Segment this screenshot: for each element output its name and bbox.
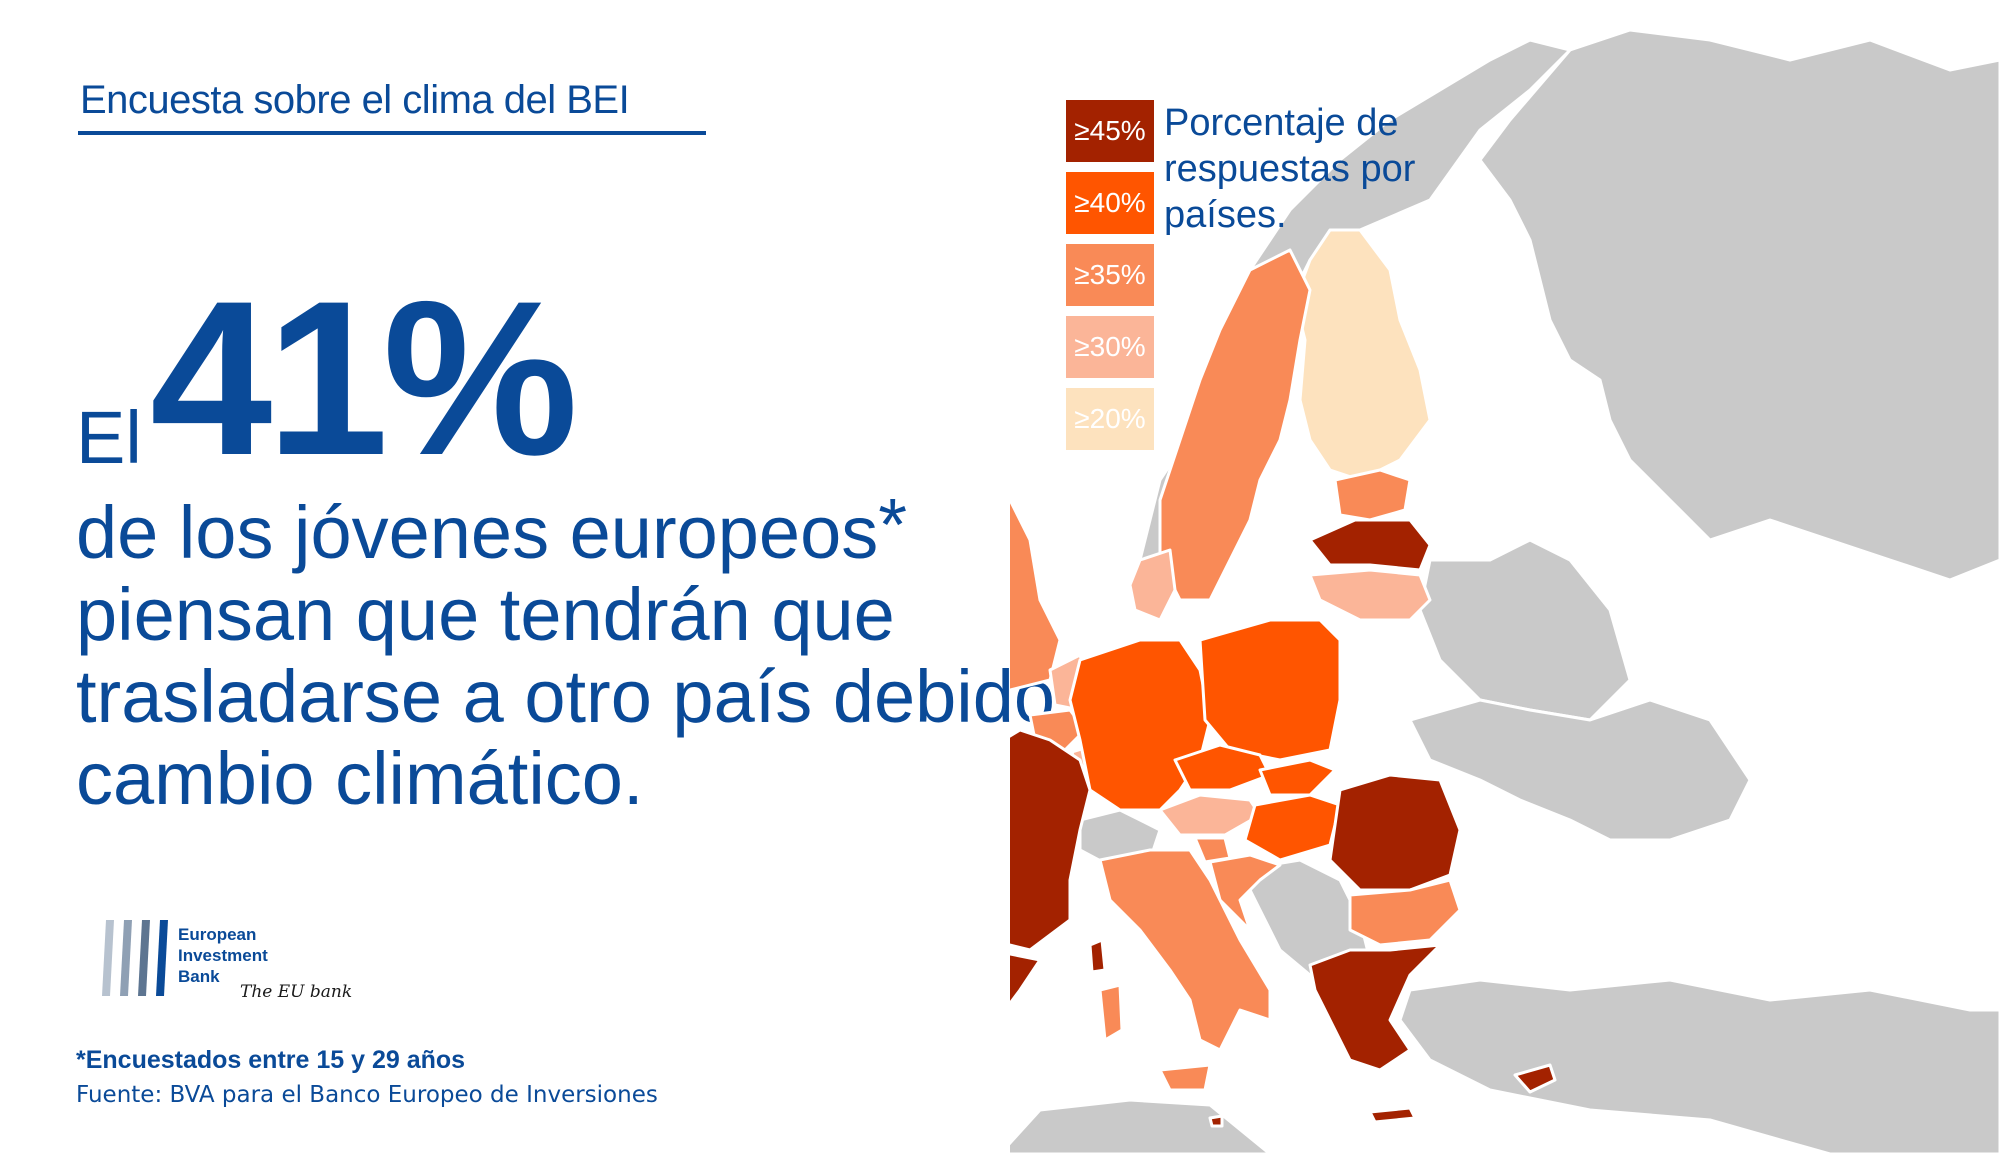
region-poland — [1198, 618, 1342, 762]
region-croatia — [1208, 853, 1282, 932]
headline-statement: de los jóvenes europeos* piensan que ten… — [76, 483, 1134, 821]
europe-map — [1010, 28, 2000, 1154]
region-spain — [1010, 952, 1042, 1006]
region-finland — [1293, 228, 1432, 482]
region-malta — [1208, 1114, 1224, 1128]
region-france — [1010, 728, 1092, 952]
headline-percentage: 41% — [150, 255, 578, 501]
region-italy — [1098, 848, 1272, 1052]
legend-swatch-20: ≥20% — [1066, 388, 1154, 450]
headline-prefix: El — [76, 396, 142, 479]
region-russia-north — [1478, 28, 2000, 582]
region-austria — [1158, 793, 1262, 837]
legend-title-line-1: Porcentaje de — [1164, 102, 1399, 144]
region-sweden — [1158, 248, 1312, 602]
region-denmark — [1128, 548, 1177, 622]
source-note: Fuente: BVA para el Banco Europeo de Inv… — [76, 1082, 658, 1108]
region-united-kingdom — [1010, 498, 1062, 692]
title-underline — [78, 131, 706, 135]
region-turkey — [1398, 978, 2000, 1154]
logo-line-1: European — [178, 925, 257, 944]
logo-tagline: The EU bank — [240, 982, 353, 1002]
region-cyprus — [1513, 1063, 1557, 1094]
region-corsica — [1088, 938, 1107, 974]
region-belarus — [1418, 538, 1632, 722]
region-slovakia — [1258, 758, 1337, 797]
region-latvia — [1308, 518, 1432, 572]
logo-line-3: Bank — [178, 967, 220, 986]
legend-title-line-2: respuestas por — [1164, 148, 1416, 190]
region-estonia — [1333, 468, 1412, 522]
region-romania — [1328, 773, 1462, 892]
region-hungary — [1243, 793, 1342, 862]
legend-label-20: ≥20% — [1074, 403, 1146, 434]
region-north-africa — [1010, 1098, 1272, 1154]
legend-title-line-3: países. — [1164, 194, 1287, 236]
headline-line-3: trasladarse a otro país debido al — [76, 655, 1134, 739]
legend-title: Porcentaje de respuestas por países. — [1164, 100, 1415, 238]
headline-line-1: de los jóvenes europeos — [76, 491, 879, 574]
page-title: Encuesta sobre el clima del BEI — [80, 78, 630, 122]
region-greece — [1308, 943, 1442, 1072]
legend-label-40: ≥40% — [1074, 187, 1146, 218]
region-sicily — [1158, 1063, 1212, 1092]
map-legend: ≥45% ≥40% ≥35% ≥30% ≥20% — [1066, 100, 1154, 460]
legend-swatch-40: ≥40% — [1066, 172, 1154, 234]
legend-label-45: ≥45% — [1074, 115, 1146, 146]
region-bulgaria — [1348, 878, 1462, 947]
legend-label-35: ≥35% — [1074, 259, 1146, 290]
eib-logo-icon — [102, 920, 168, 996]
logo-line-2: Investment — [178, 946, 268, 965]
headline-line-2: piensan que tendrán que — [76, 573, 895, 657]
logo-wordmark: European Investment Bank — [178, 924, 268, 987]
legend-label-30: ≥30% — [1074, 331, 1146, 362]
region-germany — [1068, 638, 1212, 812]
legend-swatch-45: ≥45% — [1066, 100, 1154, 162]
region-crete — [1368, 1106, 1417, 1124]
region-ukraine — [1408, 698, 1752, 842]
legend-swatch-35: ≥35% — [1066, 244, 1154, 306]
region-lithuania — [1308, 568, 1432, 622]
headline-asterisk: * — [878, 483, 908, 566]
legend-swatch-30: ≥30% — [1066, 316, 1154, 378]
footnote: *Encuestados entre 15 y 29 años — [76, 1046, 466, 1074]
headline-line-4: cambio climático. — [76, 737, 644, 821]
region-sardinia — [1098, 983, 1124, 1042]
